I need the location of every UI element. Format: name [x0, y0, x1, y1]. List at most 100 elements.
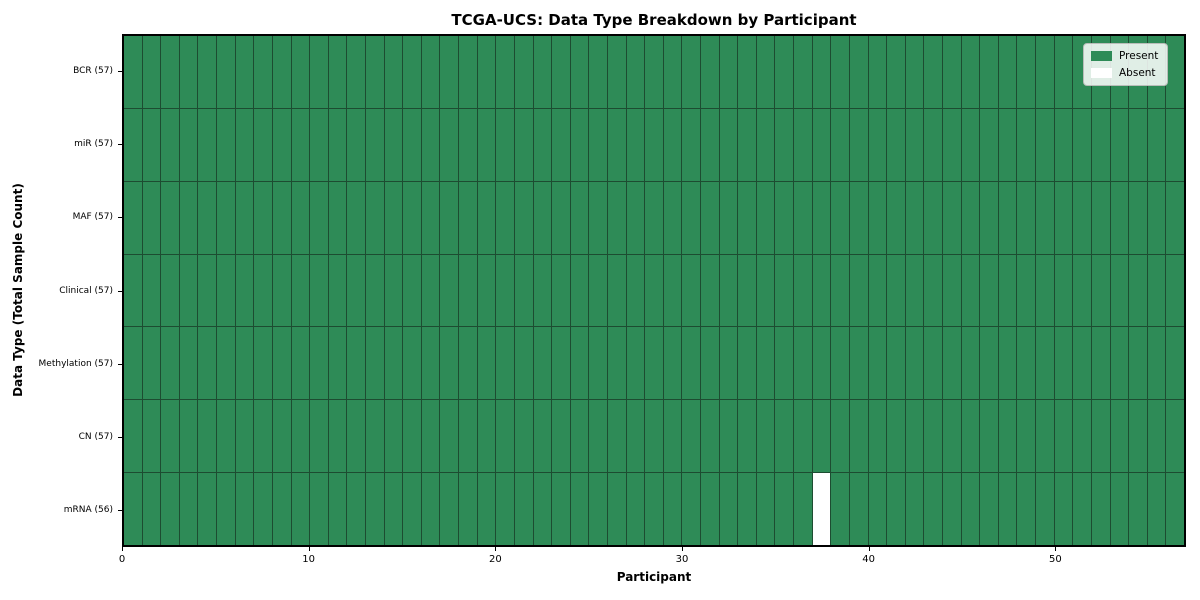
heatmap-cell-present [365, 36, 384, 108]
heatmap-cell-present [328, 327, 347, 400]
heatmap-cell-present [738, 400, 756, 473]
heatmap-cell-present [1166, 400, 1184, 473]
heatmap-cell-present [682, 254, 701, 327]
heatmap-cell-present [701, 181, 719, 254]
y-tick-label: CN (57) [78, 432, 113, 443]
heatmap-cell-present [868, 327, 887, 400]
heatmap-cell-present [887, 473, 905, 545]
heatmap-cell-present [1147, 327, 1166, 400]
heatmap-cell-present [217, 108, 235, 181]
heatmap-cell-present [291, 108, 310, 181]
legend-label: Present [1119, 50, 1159, 62]
heatmap-cell-present [421, 327, 440, 400]
heatmap-cell-present [756, 36, 775, 108]
heatmap-cell-present [998, 327, 1017, 400]
x-tick-label: 20 [488, 554, 502, 565]
heatmap-cell-present [384, 400, 403, 473]
heatmap-cell-present [440, 327, 459, 400]
heatmap-cell-present [198, 108, 217, 181]
heatmap-cell-present [459, 254, 477, 327]
heatmap-cell-present [998, 473, 1017, 545]
heatmap-cell-present [272, 400, 291, 473]
heatmap-cell-present [831, 400, 849, 473]
y-tick-label: Clinical (57) [59, 285, 113, 296]
heatmap-cell-present [254, 400, 272, 473]
heatmap-cell-present [496, 254, 514, 327]
heatmap-cell-present [235, 36, 254, 108]
heatmap-cell-present [142, 254, 161, 327]
heatmap-cell-present [533, 181, 552, 254]
heatmap-cell-present [1017, 36, 1036, 108]
heatmap-cell-present [682, 400, 701, 473]
heatmap-cell-absent [812, 473, 831, 545]
heatmap-cell-present [161, 327, 179, 400]
heatmap-cell-present [756, 400, 775, 473]
heatmap-cell-present [198, 327, 217, 400]
heatmap-cell-present [794, 254, 812, 327]
heatmap-cell-present [943, 400, 961, 473]
heatmap-cell-present [589, 473, 607, 545]
heatmap-cell-present [235, 473, 254, 545]
heatmap-cell-present [775, 108, 794, 181]
heatmap-cell-present [347, 400, 365, 473]
heatmap-cell-present [440, 181, 459, 254]
heatmap-cell-present [905, 473, 924, 545]
heatmap-cell-present [161, 36, 179, 108]
heatmap-cell-present [1091, 473, 1110, 545]
heatmap-cell-present [682, 108, 701, 181]
heatmap-cell-present [310, 473, 328, 545]
heatmap-cell-present [477, 108, 496, 181]
heatmap-cell-present [961, 36, 980, 108]
heatmap-cell-present [1110, 473, 1129, 545]
y-tick-label: BCR (57) [73, 65, 113, 76]
heatmap-cell-present [347, 254, 365, 327]
heatmap-cell-present [179, 181, 198, 254]
heatmap-cell-present [980, 400, 998, 473]
heatmap-cell-present [924, 254, 943, 327]
x-tick-label: 10 [302, 554, 316, 565]
heatmap-cell-present [514, 327, 533, 400]
heatmap-cell-present [477, 400, 496, 473]
heatmap-cell-present [607, 327, 626, 400]
heatmap-cell-present [496, 181, 514, 254]
heatmap-cell-present [291, 181, 310, 254]
heatmap-cell-present [831, 254, 849, 327]
heatmap-cell-present [272, 473, 291, 545]
legend-swatch-absent [1091, 68, 1112, 78]
heatmap-cell-present [310, 108, 328, 181]
heatmap-cell-present [943, 473, 961, 545]
heatmap-cell-present [496, 36, 514, 108]
heatmap-cell-present [1147, 108, 1166, 181]
heatmap-cell-present [1091, 400, 1110, 473]
heatmap-cell-present [365, 400, 384, 473]
heatmap-cell-present [812, 400, 831, 473]
heatmap-cell-present [1166, 36, 1184, 108]
heatmap-cell-present [1166, 181, 1184, 254]
heatmap-cell-present [905, 400, 924, 473]
heatmap-cell-present [440, 108, 459, 181]
heatmap-cell-present [254, 108, 272, 181]
heatmap-cell-present [347, 181, 365, 254]
heatmap-cell-present [663, 36, 682, 108]
heatmap-cell-present [775, 327, 794, 400]
heatmap-cell-present [440, 473, 459, 545]
heatmap-cell-present [570, 327, 589, 400]
heatmap-cell-present [831, 473, 849, 545]
heatmap-cell-present [831, 108, 849, 181]
heatmap-cell-present [254, 36, 272, 108]
heatmap-cell-present [756, 473, 775, 545]
heatmap-cell-present [607, 400, 626, 473]
heatmap-cell-present [905, 254, 924, 327]
heatmap-cell-present [403, 36, 421, 108]
heatmap-cell-present [459, 400, 477, 473]
heatmap-cell-present [365, 108, 384, 181]
heatmap-cell-present [124, 400, 142, 473]
heatmap-cell-present [663, 254, 682, 327]
heatmap-cell-present [980, 36, 998, 108]
heatmap-cell-present [868, 400, 887, 473]
heatmap-cell-present [272, 108, 291, 181]
heatmap-cell-present [310, 181, 328, 254]
heatmap-cell-present [1129, 473, 1147, 545]
heatmap-cell-present [1073, 181, 1091, 254]
heatmap-cell-present [440, 36, 459, 108]
